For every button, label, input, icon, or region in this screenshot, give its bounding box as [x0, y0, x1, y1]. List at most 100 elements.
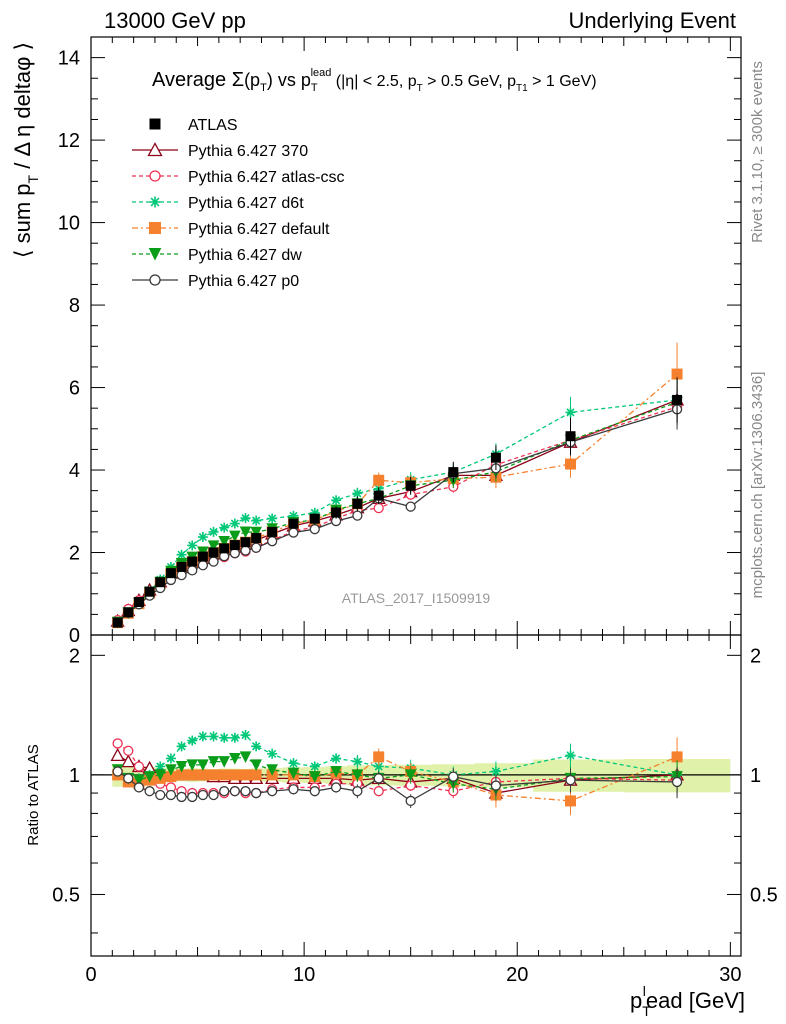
series-pythia-6-427-p0-ratio-point	[352, 786, 363, 797]
title-sub-t3: T	[417, 83, 423, 94]
series-pythia-6-427-default-ratio-point	[240, 769, 252, 781]
series-pythia-6-427-atlas-csc-line	[117, 406, 678, 621]
series-pythia-6-427-d6t-point	[309, 507, 320, 518]
series-pythia-6-427-d6t-point	[176, 549, 187, 560]
series-pythia-6-427-d6t-ratio-point	[251, 741, 262, 752]
series-pythia-6-427-p0-point	[309, 524, 320, 535]
x-tick-label: 20	[506, 964, 528, 986]
atlas-point	[405, 480, 416, 491]
x-label-p: p	[630, 988, 642, 1013]
series-pythia-6-427-dw-ratio-point	[308, 771, 321, 783]
title-rest3: > 1 GeV)	[528, 73, 597, 90]
series-pythia-6-427-p0-point	[288, 527, 299, 538]
series-pythia-6-427-d6t-point	[565, 407, 576, 418]
title-sub-t: T	[260, 82, 267, 94]
series-atlas-main	[112, 377, 683, 628]
legend-item-pythia-6-427-dw-marker	[148, 248, 162, 261]
atlas-point	[672, 394, 683, 405]
series-pythia-6-427-atlas-csc-point	[373, 502, 384, 514]
legend-item-pythia-6-427-370-marker	[147, 142, 163, 157]
legend-item-atlas-label: ATLAS	[188, 117, 238, 134]
series-pythia-6-427-p0-point	[197, 560, 209, 571]
legend-item-pythia-6-427-dw: Pythia 6.427 dw	[132, 247, 302, 264]
series-pythia-6-427-p0-point	[266, 536, 278, 547]
series-pythia-6-427-p0-ratio-point	[288, 784, 299, 795]
series-pythia-6-427-default-ratio-point	[197, 769, 209, 781]
series-pythia-6-427-dw-point	[229, 530, 241, 543]
atlas-point	[219, 543, 230, 554]
series-pythia-6-427-default-line	[117, 373, 678, 624]
atlas-point	[197, 551, 208, 562]
series-pythia-6-427-p0-ratio-point	[490, 780, 502, 791]
atlas-point	[373, 490, 384, 501]
y-tick-label: 14	[58, 48, 80, 70]
series-pythia-6-427-d6t-point	[288, 510, 299, 521]
atlas-point	[176, 561, 187, 572]
series-pythia-6-427-p0-ratio-point	[251, 787, 262, 799]
series-pythia-6-427-p0-point	[208, 556, 219, 567]
atlas-point	[565, 431, 576, 442]
y-tick-label: 0	[69, 625, 80, 647]
series-pythia-6-427-p0-ratio-point	[197, 789, 209, 801]
x-tick-label: 10	[293, 964, 315, 986]
title-sub-t1: T1	[516, 83, 528, 94]
ratio-tick-label-right: 0.5	[750, 884, 778, 906]
series-pythia-6-427-p0-ratio-point	[133, 782, 145, 793]
series-pythia-6-427-d6t-point	[251, 515, 262, 526]
atlas-point	[309, 513, 320, 524]
legend-item-pythia-6-427-d6t-marker	[149, 196, 161, 208]
legend-item-atlas: ATLAS	[149, 117, 238, 134]
atlas-point	[251, 533, 262, 544]
y-tick-label: 4	[69, 460, 80, 482]
series-pythia-6-427-dw-ratio-point	[154, 769, 167, 782]
series-pythia-6-427-d6t-ratio-point	[490, 766, 501, 777]
series-pythia-6-427-d6t-ratio-point	[352, 756, 363, 767]
series-pythia-6-427-p0-ratio-point	[123, 773, 134, 784]
title-pre: Average	[152, 69, 232, 91]
title-rest2: > 0.5 GeV, p	[423, 73, 516, 90]
series-pythia-6-427-dw-ratio-point	[197, 759, 209, 771]
series-pythia-6-427-p0-ratio-point	[112, 766, 123, 777]
legend-item-pythia-6-427-d6t: Pythia 6.427 d6t	[132, 195, 304, 212]
series-pythia-6-427-dw-ratio-point	[143, 771, 156, 783]
series-pythia-6-427-dw-point	[218, 535, 231, 548]
analysis-watermark: ATLAS_2017_I1509919	[342, 590, 491, 606]
header-right-label: Underlying Event	[568, 8, 736, 33]
main-series-layer	[110, 342, 685, 629]
series-pythia-6-427-p0-ratio	[112, 766, 683, 808]
legend-item-pythia-6-427-atlas-csc: Pythia 6.427 atlas-csc	[132, 169, 345, 186]
series-pythia-6-427-d6t-point	[219, 522, 230, 533]
atlas-point	[448, 467, 459, 478]
series-pythia-6-427-default-main	[112, 342, 683, 629]
series-pythia-6-427-dw-ratio-point	[287, 767, 300, 780]
series-pythia-6-427-p0-ratio-point	[671, 776, 683, 788]
series-pythia-6-427-dw-ratio-point	[330, 765, 342, 778]
series-pythia-6-427-d6t-point	[187, 540, 198, 551]
series-pythia-6-427-default-ratio-point	[250, 769, 262, 781]
series-pythia-6-427-dw-ratio-point	[266, 764, 278, 776]
series-pythia-6-427-370-ratio-point	[110, 747, 125, 761]
atlas-point	[133, 597, 144, 608]
atlas-point	[331, 507, 342, 518]
series-pythia-6-427-p0-ratio-point	[266, 786, 278, 797]
x-tick-label: 0	[85, 964, 96, 986]
header-left-label: 13000 GeV pp	[104, 8, 246, 33]
y-tick-label: 8	[69, 295, 80, 317]
atlas-point	[490, 452, 501, 463]
rivet-version-label: Rivet 3.1.10, ≥ 300k events	[749, 61, 766, 243]
series-pythia-6-427-p0-ratio-point	[309, 786, 320, 797]
series-pythia-6-427-d6t-ratio-point	[288, 758, 299, 769]
series-pythia-6-427-p0-ratio-point	[144, 786, 155, 797]
series-pythia-6-427-p0-ratio-point	[208, 789, 219, 801]
series-pythia-6-427-p0-ratio-point	[176, 791, 187, 803]
series-pythia-6-427-default-ratio-point	[565, 795, 577, 807]
series-pythia-6-427-default-point	[373, 474, 385, 486]
series-pythia-6-427-d6t-ratio-point	[229, 732, 240, 743]
title-sigma: Σ	[232, 69, 244, 91]
series-pythia-6-427-default-ratio-point	[186, 769, 198, 781]
atlas-point	[240, 537, 251, 548]
x-axis-label: pTlead [GeV]	[630, 983, 745, 1019]
ratio-tick-label-right: 1	[750, 765, 761, 787]
legend-item-pythia-6-427-d6t-label: Pythia 6.427 d6t	[188, 195, 304, 212]
